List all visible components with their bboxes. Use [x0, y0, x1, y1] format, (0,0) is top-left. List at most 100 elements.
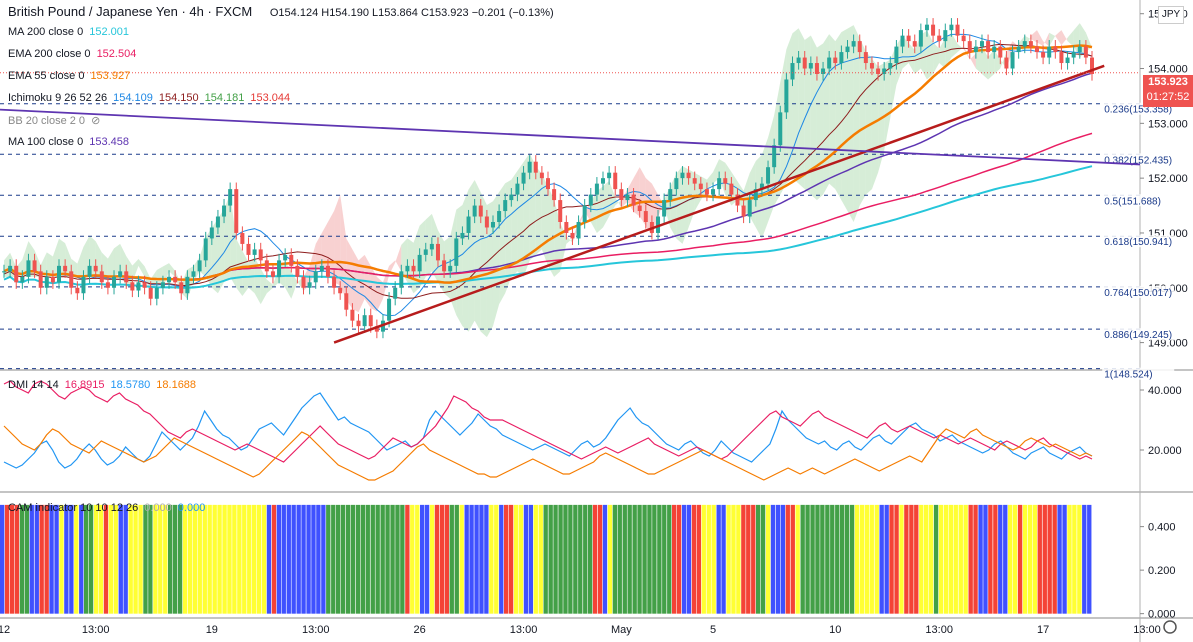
ichimoku-cloud	[1067, 30, 1074, 47]
legend-ema55[interactable]: EMA 55 close 0 153.927	[8, 70, 136, 82]
ichimoku-cloud	[584, 201, 591, 222]
candle-body	[1028, 41, 1033, 47]
cam-bar	[4, 504, 10, 614]
candle-body	[876, 68, 881, 74]
cam-bar	[1087, 504, 1092, 614]
cam-bar	[9, 504, 15, 614]
candle-body	[1047, 46, 1052, 58]
ichimoku-cloud	[969, 53, 976, 69]
legend-cam[interactable]: CAM indicator 10 10 12 26 0.000 0.000	[8, 502, 211, 514]
candle-body	[179, 282, 184, 294]
candle-body	[582, 205, 587, 222]
cam-bar	[998, 504, 1003, 614]
ichimoku-cloud	[254, 257, 261, 305]
ichimoku-cloud	[382, 265, 390, 299]
ichimoku-cloud	[871, 58, 879, 190]
candle-body	[167, 276, 172, 283]
candle-body	[228, 189, 233, 206]
cam-bar	[1022, 504, 1028, 614]
cam-bar	[825, 504, 830, 614]
cam-bar	[592, 504, 598, 614]
candle-body	[258, 249, 263, 261]
candle-body	[814, 63, 819, 74]
legend-ma200[interactable]: MA 200 close 0 152.001	[8, 26, 135, 38]
time-tick-label: 13:00	[510, 624, 538, 636]
ichimoku-cloud	[908, 43, 915, 74]
ichimoku-cloud	[621, 189, 628, 208]
candle-body	[527, 161, 532, 173]
candle-body	[607, 172, 612, 179]
ichimoku-cloud	[260, 268, 267, 305]
candle-body	[307, 282, 312, 288]
cam-bar	[504, 504, 509, 614]
cam-bar	[874, 504, 879, 614]
ichimoku-cloud	[266, 279, 273, 294]
candle-body	[148, 287, 153, 299]
ma200-line	[3, 165, 1093, 289]
cam-bar	[177, 504, 183, 614]
legend-ma100[interactable]: MA 100 close 0 153.458	[8, 136, 135, 148]
currency-badge[interactable]: JPY	[1158, 6, 1184, 24]
cam-bar	[247, 504, 252, 614]
candle-body	[8, 265, 13, 272]
candle-body	[478, 205, 483, 217]
ichimoku-cloud	[431, 213, 438, 283]
candle-body	[338, 287, 343, 294]
cam-bar	[202, 504, 207, 614]
cam-bar	[1037, 504, 1042, 614]
cam-bar	[681, 504, 687, 614]
eye-off-icon[interactable]: ⊘	[91, 115, 101, 127]
cam-bar	[667, 504, 672, 614]
ichimoku-v3: 154.181	[204, 92, 245, 104]
cam-bar	[222, 504, 227, 614]
cam-bar	[108, 504, 114, 614]
cam-bar	[607, 504, 613, 614]
cam-bar	[266, 504, 272, 614]
candle-body	[808, 63, 813, 69]
ichimoku-cloud	[706, 172, 714, 190]
ichimoku-cloud	[40, 252, 47, 277]
cam-bar	[647, 504, 652, 614]
cam-bar	[158, 504, 163, 614]
candle-body	[99, 271, 104, 283]
ichimoku-cloud	[994, 50, 1001, 74]
fib-level-label: 0.764(150.017)	[1104, 288, 1172, 299]
ichimoku-cloud	[242, 250, 249, 296]
ichimoku-cloud	[682, 166, 689, 244]
legend-ema200[interactable]: EMA 200 close 0 152.504	[8, 48, 142, 60]
time-tick-label: 13:00	[302, 624, 330, 636]
cam-bar	[528, 504, 534, 614]
currency-label: JPY	[1161, 9, 1181, 20]
candle-body	[1053, 46, 1058, 53]
settings-gear-icon[interactable]	[1163, 620, 1177, 634]
cam-bar	[533, 504, 538, 614]
legend-ichimoku[interactable]: Ichimoku 9 26 52 26 154.109 154.150 154.181…	[8, 92, 296, 104]
fib-label-bg	[1102, 194, 1175, 207]
candle-body	[283, 254, 288, 261]
cam-bar	[296, 504, 301, 614]
candle-body	[594, 183, 599, 195]
legend-bb[interactable]: BB 20 close 2 0 ⊘	[8, 114, 106, 127]
cam-bar	[958, 504, 963, 614]
cam-label: CAM indicator 10 10 12 26	[8, 502, 139, 514]
candle-body	[833, 57, 838, 64]
cam-bar	[217, 504, 222, 614]
candle-body	[1010, 52, 1015, 69]
candle-body	[704, 189, 709, 195]
cam-bar	[64, 504, 69, 614]
symbol-title[interactable]: British Pound / Japanese Yen · 4h · FXCM	[8, 4, 253, 19]
candle-body	[417, 254, 422, 272]
ichimoku-cloud	[395, 244, 402, 272]
cam-bar	[889, 504, 894, 614]
legend-dmi[interactable]: DMI 14 14 16.8915 18.5780 18.1688	[8, 379, 202, 391]
ma100-label: MA 100 close 0	[8, 136, 84, 148]
candle-body	[399, 271, 404, 288]
candle-body	[325, 265, 330, 277]
candle-body	[1016, 46, 1021, 53]
bb-label: BB 20 close 2 0	[8, 115, 86, 127]
cam-bar	[711, 504, 716, 614]
candle-body	[503, 200, 508, 212]
candle-body	[344, 293, 349, 310]
ichimoku-cloud	[230, 193, 237, 288]
